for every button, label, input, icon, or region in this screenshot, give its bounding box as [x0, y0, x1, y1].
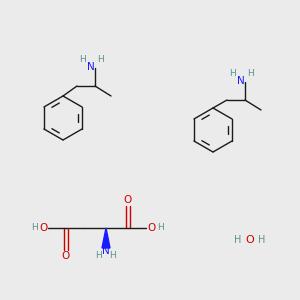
Text: H: H	[157, 224, 164, 232]
Polygon shape	[102, 228, 110, 248]
Text: O: O	[147, 223, 155, 233]
Text: H: H	[230, 70, 236, 79]
Text: O: O	[246, 235, 254, 245]
Text: O: O	[124, 195, 132, 205]
Text: H: H	[110, 251, 116, 260]
Text: H: H	[80, 56, 86, 64]
Text: O: O	[62, 251, 70, 261]
Text: H: H	[97, 56, 104, 64]
Text: H: H	[234, 235, 242, 245]
Text: H: H	[96, 251, 102, 260]
Text: H: H	[31, 224, 38, 232]
Text: O: O	[39, 223, 47, 233]
Text: H: H	[247, 70, 254, 79]
Text: N: N	[87, 62, 95, 72]
Text: N: N	[102, 246, 110, 256]
Text: N: N	[237, 76, 245, 86]
Text: H: H	[258, 235, 266, 245]
